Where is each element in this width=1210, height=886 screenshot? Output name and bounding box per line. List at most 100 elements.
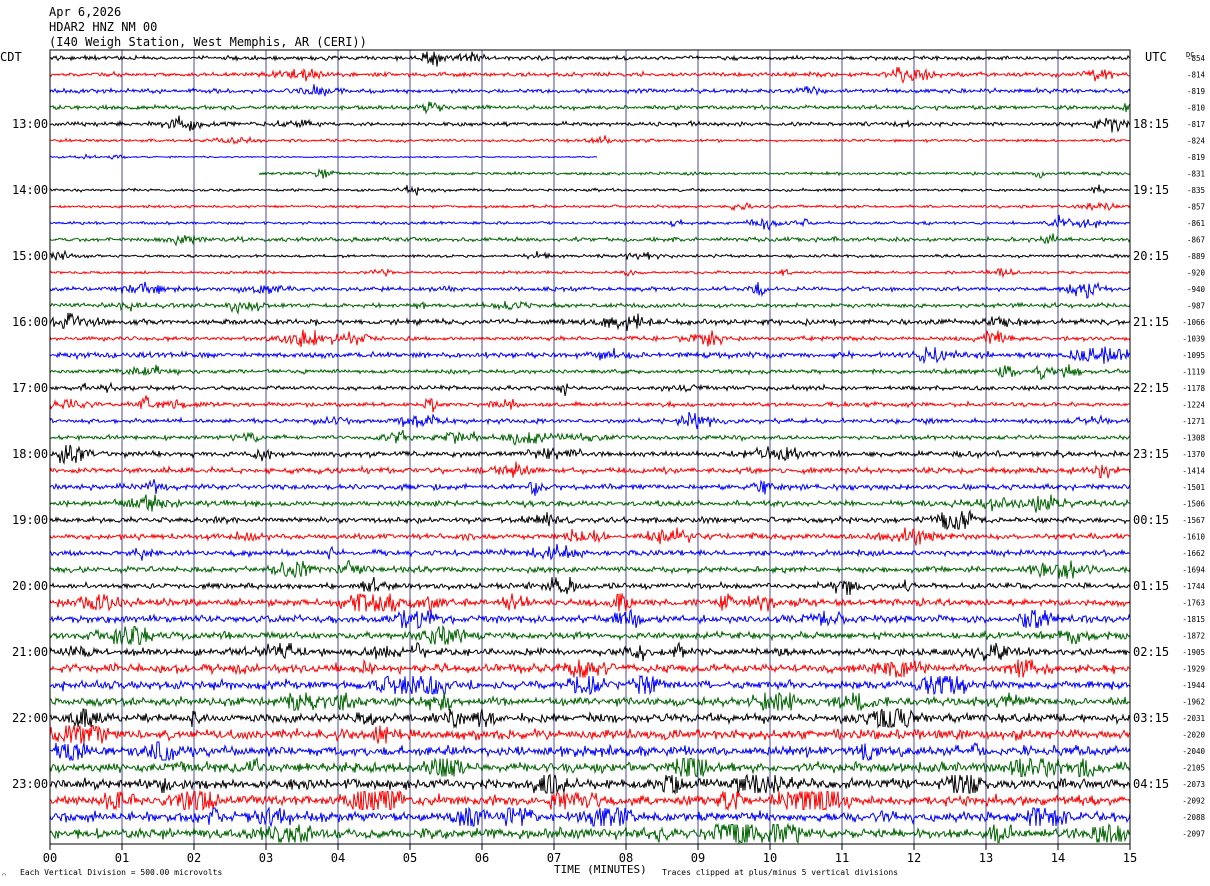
trace-row-29 [49,527,1131,546]
dc-offset-label: -1506 [1182,500,1205,509]
dc-offset-label: -2073 [1182,780,1205,789]
trace-row-17 [49,329,1131,348]
x-tick-label: 10 [763,851,777,865]
left-hour-label: 18:00 [12,447,48,461]
trace-row-13 [49,267,1131,279]
dc-offset-label: -1944 [1182,681,1205,690]
corner-glyph: ⌒ [2,871,6,879]
trace-row-4 [49,115,1131,133]
trace-row-15 [49,300,1131,315]
trace-row-42 [49,741,1131,762]
dc-offset-label: -867 [1187,236,1205,245]
trace-row-18 [49,346,1131,365]
dc-offset-label: -1066 [1182,318,1205,327]
x-tick-label: 05 [403,851,417,865]
trace-row-44 [49,773,1131,795]
trace-row-34 [49,608,1131,630]
dc-offset-label: -1308 [1182,434,1205,443]
right-hour-label: 20:15 [1133,249,1169,263]
trace-row-14 [49,281,1131,299]
dc-offset-label: -987 [1187,302,1205,311]
location-label: (I40 Weigh Station, West Memphis, AR (CE… [49,35,367,49]
trace-row-12 [49,249,1130,261]
trace-row-3 [49,101,1131,115]
dc-offset-label: -854 [1187,54,1206,63]
dc-offset-label: -2088 [1182,813,1205,822]
plot-frame [49,49,1131,850]
dc-label: DC [1186,51,1194,59]
left-hour-label: 20:00 [12,579,48,593]
left-hour-label: 22:00 [12,711,48,725]
trace-row-47 [49,822,1131,845]
right-hour-label: 22:15 [1133,381,1169,395]
right-hour-label: 23:15 [1133,447,1169,461]
right-hour-label: 00:15 [1133,513,1169,527]
x-tick-label: 08 [619,851,633,865]
right-hour-label: 04:15 [1133,777,1169,791]
dc-offset-label: -940 [1187,285,1206,294]
right-hour-label: 02:15 [1133,645,1169,659]
trace-row-32 [49,576,1131,596]
dc-offset-labels: -854 -814 -819 -810 -817 -824 -819 -831 -835 -857… [1182,54,1205,839]
dc-offset-label: -889 [1187,252,1205,261]
dc-offset-label: -1905 [1182,648,1205,657]
dc-offset-label: -2105 [1182,764,1205,773]
left-hour-label: 13:00 [12,117,48,131]
dc-offset-label: -819 [1187,153,1205,162]
dc-offset-label: -1662 [1182,549,1205,558]
trace-row-28 [49,509,1131,531]
x-tick-label: 03 [259,851,273,865]
dc-offset-label: -1763 [1182,599,1205,608]
scale-note: Each Vertical Division = 500.00 microvol… [20,868,222,877]
trace-row-41 [49,725,1131,744]
trace-row-2 [49,84,1131,97]
trace-row-23 [49,429,1131,446]
trace-row-0 [49,51,1131,67]
dc-offset-label: -2092 [1182,797,1205,806]
left-hour-label: 21:00 [12,645,48,659]
x-tick-label: 12 [907,851,921,865]
dc-offset-label: -1271 [1182,417,1205,426]
x-axis-title: TIME (MINUTES) [554,863,647,876]
x-tick-label: 15 [1123,851,1137,865]
trace-row-1 [49,67,1131,84]
clip-note: Traces clipped at plus/minus 5 vertical … [662,868,898,877]
dc-offset-label: -1370 [1182,450,1205,459]
grid [121,50,1059,844]
x-tick-label: 00 [43,851,57,865]
right-hour-label: 03:15 [1133,711,1169,725]
dc-offset-label: -810 [1187,104,1206,113]
x-tick-label: 06 [475,851,489,865]
dc-offset-label: -1610 [1182,533,1205,542]
dc-offset-label: -1929 [1182,665,1205,674]
x-tick-label: 14 [1051,851,1065,865]
dc-offset-label: -2031 [1182,714,1205,723]
left-hour-label: 15:00 [12,249,48,263]
trace-row-24 [49,444,1131,465]
traces [49,51,1131,845]
dc-offset-label: -1224 [1182,401,1205,410]
x-tick-label: 13 [979,851,993,865]
trace-row-37 [49,658,1131,678]
dc-offset-label: -861 [1187,219,1205,228]
trace-row-21 [49,395,1130,413]
dc-offset-label: -1962 [1182,698,1205,707]
date-label: Apr 6,2026 [49,5,121,19]
trace-row-45 [49,789,1131,812]
trace-row-11 [49,233,1131,247]
trace-row-43 [49,757,1131,779]
trace-row-39 [49,692,1131,711]
dc-offset-label: -1694 [1182,566,1205,575]
right-hour-label: 21:15 [1133,315,1169,329]
right-hour-label: 18:15 [1133,117,1169,131]
trace-row-26 [49,479,1131,497]
trace-row-16 [49,312,1131,332]
dc-offset-label: -814 [1187,71,1206,80]
x-tick-label: 09 [691,851,705,865]
trace-row-31 [49,559,1131,579]
right-hour-label: 19:15 [1133,183,1169,197]
trace-row-40 [49,708,1131,729]
dc-offset-label: -1119 [1182,368,1205,377]
dc-offset-label: -835 [1187,186,1205,195]
left-hour-labels: 13:00 14:00 15:00 16:00 17:00 18:00 19:00 20:00… [12,117,48,791]
